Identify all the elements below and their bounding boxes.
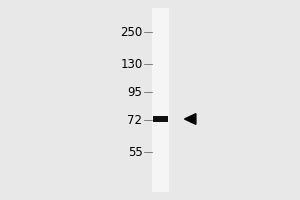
Bar <box>153 116 168 122</box>
Text: 55: 55 <box>128 146 142 158</box>
Bar <box>152 8 169 192</box>
Text: 130: 130 <box>120 58 142 71</box>
Text: 250: 250 <box>120 25 142 38</box>
Text: 95: 95 <box>128 86 142 98</box>
Polygon shape <box>184 114 196 124</box>
Text: 72: 72 <box>128 114 142 127</box>
